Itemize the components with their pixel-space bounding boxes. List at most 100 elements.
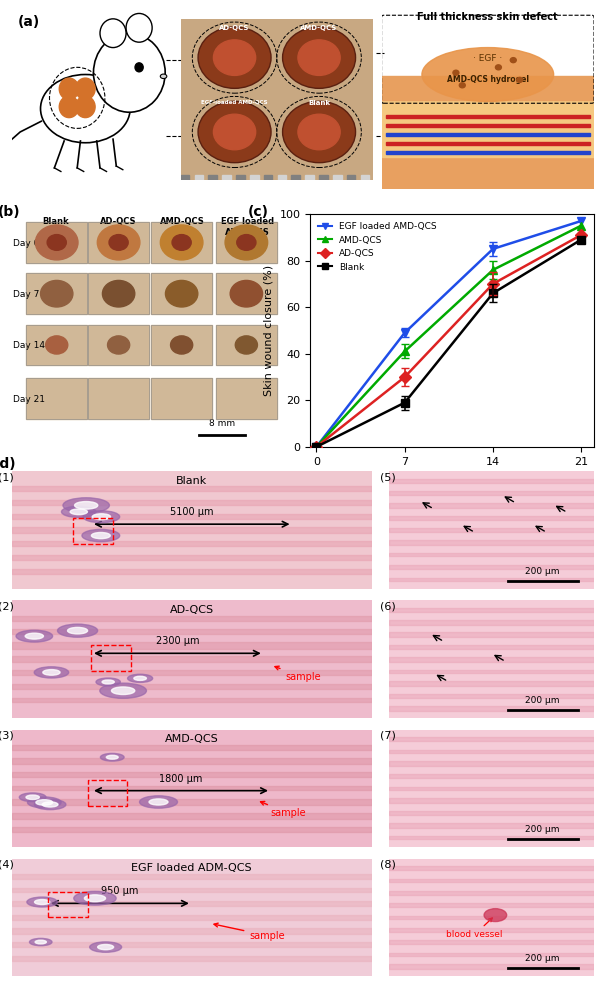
Circle shape xyxy=(85,895,106,902)
Bar xyxy=(12,758,371,764)
Text: AD-QCS: AD-QCS xyxy=(100,217,137,227)
AD-QCS xyxy=(578,229,585,241)
Circle shape xyxy=(25,633,43,639)
Bar xyxy=(389,964,594,969)
Circle shape xyxy=(27,897,58,907)
Text: (4): (4) xyxy=(0,860,13,870)
Text: 950 μm: 950 μm xyxy=(101,886,139,896)
Bar xyxy=(216,324,277,366)
Circle shape xyxy=(100,753,124,761)
Text: (b): (b) xyxy=(0,204,20,219)
Bar xyxy=(389,749,594,753)
Bar xyxy=(12,786,371,791)
Bar xyxy=(389,491,594,495)
Bar xyxy=(12,555,371,560)
Circle shape xyxy=(35,941,46,944)
Bar xyxy=(26,379,87,419)
Bar xyxy=(88,324,149,366)
Bar xyxy=(12,657,371,662)
EGF loaded AMD-QCS xyxy=(578,215,585,227)
Bar xyxy=(151,222,212,263)
Text: AD-QCS: AD-QCS xyxy=(170,605,214,615)
Circle shape xyxy=(63,498,109,513)
AMD-QCS xyxy=(578,220,585,232)
Circle shape xyxy=(58,624,98,637)
Text: blood vessel: blood vessel xyxy=(446,918,503,940)
Text: (a): (a) xyxy=(18,15,40,30)
Bar xyxy=(151,273,212,315)
Bar xyxy=(389,540,594,545)
Bar xyxy=(12,929,371,934)
Bar xyxy=(151,222,212,263)
Circle shape xyxy=(74,502,98,509)
Bar xyxy=(12,799,371,805)
Text: (7): (7) xyxy=(380,731,396,740)
Circle shape xyxy=(225,225,268,260)
Bar xyxy=(389,619,594,625)
AMD-QCS xyxy=(313,441,320,453)
Bar xyxy=(12,569,371,574)
Bar xyxy=(389,479,594,482)
Bar xyxy=(389,553,594,556)
AMD-QCS xyxy=(490,264,497,276)
Bar xyxy=(12,744,371,749)
Circle shape xyxy=(29,939,52,946)
Bar xyxy=(389,706,594,711)
Line: Blank: Blank xyxy=(312,236,586,451)
Bar xyxy=(216,273,277,315)
Bar xyxy=(88,273,149,315)
Bar xyxy=(389,669,594,673)
Bar xyxy=(12,915,371,920)
Bar xyxy=(26,273,87,315)
Bar xyxy=(88,222,149,263)
Bar xyxy=(389,503,594,508)
Bar xyxy=(12,541,371,546)
Legend: EGF loaded AMD-QCS, AMD-QCS, AD-QCS, Blank: EGF loaded AMD-QCS, AMD-QCS, AD-QCS, Bla… xyxy=(314,219,440,275)
Bar xyxy=(26,222,87,263)
Bar xyxy=(12,514,371,519)
Circle shape xyxy=(97,225,140,260)
Bar xyxy=(389,810,594,815)
Circle shape xyxy=(16,630,53,642)
Text: Day 7: Day 7 xyxy=(13,290,40,299)
Bar xyxy=(12,812,371,818)
Circle shape xyxy=(230,280,263,307)
Circle shape xyxy=(96,678,121,686)
Text: (c): (c) xyxy=(248,204,269,219)
Bar xyxy=(12,683,371,689)
Text: (5): (5) xyxy=(380,472,396,482)
Bar xyxy=(12,874,371,879)
Circle shape xyxy=(36,800,53,806)
Circle shape xyxy=(42,802,58,808)
Bar xyxy=(389,738,594,740)
Text: sample: sample xyxy=(214,923,285,941)
Circle shape xyxy=(74,891,116,905)
Bar xyxy=(389,903,594,907)
Circle shape xyxy=(35,899,50,904)
Bar xyxy=(216,273,277,315)
Bar xyxy=(389,565,594,569)
Text: 2300 μm: 2300 μm xyxy=(155,636,199,646)
Blank xyxy=(578,234,585,246)
Bar xyxy=(12,629,371,634)
Bar xyxy=(12,643,371,649)
Bar xyxy=(389,836,594,839)
Circle shape xyxy=(109,235,128,250)
Bar xyxy=(12,500,371,506)
Text: AMD-QCS: AMD-QCS xyxy=(160,217,205,227)
Bar xyxy=(88,273,149,315)
Text: Day 21: Day 21 xyxy=(13,394,46,403)
Circle shape xyxy=(160,225,203,260)
Bar xyxy=(389,891,594,894)
Bar xyxy=(26,324,87,366)
EGF loaded AMD-QCS xyxy=(401,326,409,338)
Text: 200 μm: 200 μm xyxy=(526,954,560,963)
Circle shape xyxy=(134,676,146,680)
Line: EGF loaded AMD-QCS: EGF loaded AMD-QCS xyxy=(312,217,586,451)
Bar xyxy=(12,528,371,532)
Bar xyxy=(389,694,594,698)
Blank xyxy=(490,287,497,299)
Circle shape xyxy=(166,280,198,307)
Text: 200 μm: 200 μm xyxy=(526,567,560,576)
Text: (d): (d) xyxy=(0,458,17,471)
